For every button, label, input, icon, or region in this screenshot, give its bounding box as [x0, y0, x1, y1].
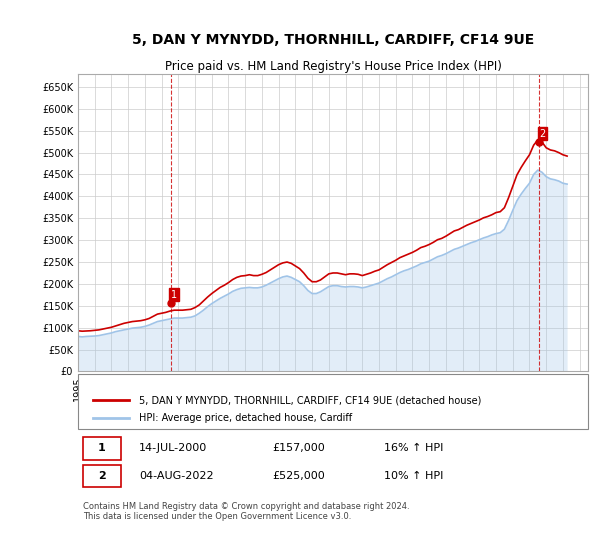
FancyBboxPatch shape — [83, 437, 121, 460]
Text: 04-AUG-2022: 04-AUG-2022 — [139, 471, 214, 481]
Text: £525,000: £525,000 — [272, 471, 325, 481]
Text: Price paid vs. HM Land Registry's House Price Index (HPI): Price paid vs. HM Land Registry's House … — [164, 60, 502, 73]
FancyBboxPatch shape — [78, 374, 588, 430]
Text: 2: 2 — [98, 471, 106, 481]
FancyBboxPatch shape — [83, 465, 121, 487]
Text: £157,000: £157,000 — [272, 444, 325, 453]
Text: 5, DAN Y MYNYDD, THORNHILL, CARDIFF, CF14 9UE: 5, DAN Y MYNYDD, THORNHILL, CARDIFF, CF1… — [132, 32, 534, 46]
Text: 1: 1 — [171, 290, 177, 300]
Text: 14-JUL-2000: 14-JUL-2000 — [139, 444, 208, 453]
Text: 2: 2 — [539, 129, 546, 139]
Text: 1: 1 — [98, 444, 106, 453]
Text: 16% ↑ HPI: 16% ↑ HPI — [384, 444, 443, 453]
Text: HPI: Average price, detached house, Cardiff: HPI: Average price, detached house, Card… — [139, 413, 352, 423]
Text: 10% ↑ HPI: 10% ↑ HPI — [384, 471, 443, 481]
Text: 5, DAN Y MYNYDD, THORNHILL, CARDIFF, CF14 9UE (detached house): 5, DAN Y MYNYDD, THORNHILL, CARDIFF, CF1… — [139, 395, 482, 405]
Text: Contains HM Land Registry data © Crown copyright and database right 2024.
This d: Contains HM Land Registry data © Crown c… — [83, 502, 410, 521]
